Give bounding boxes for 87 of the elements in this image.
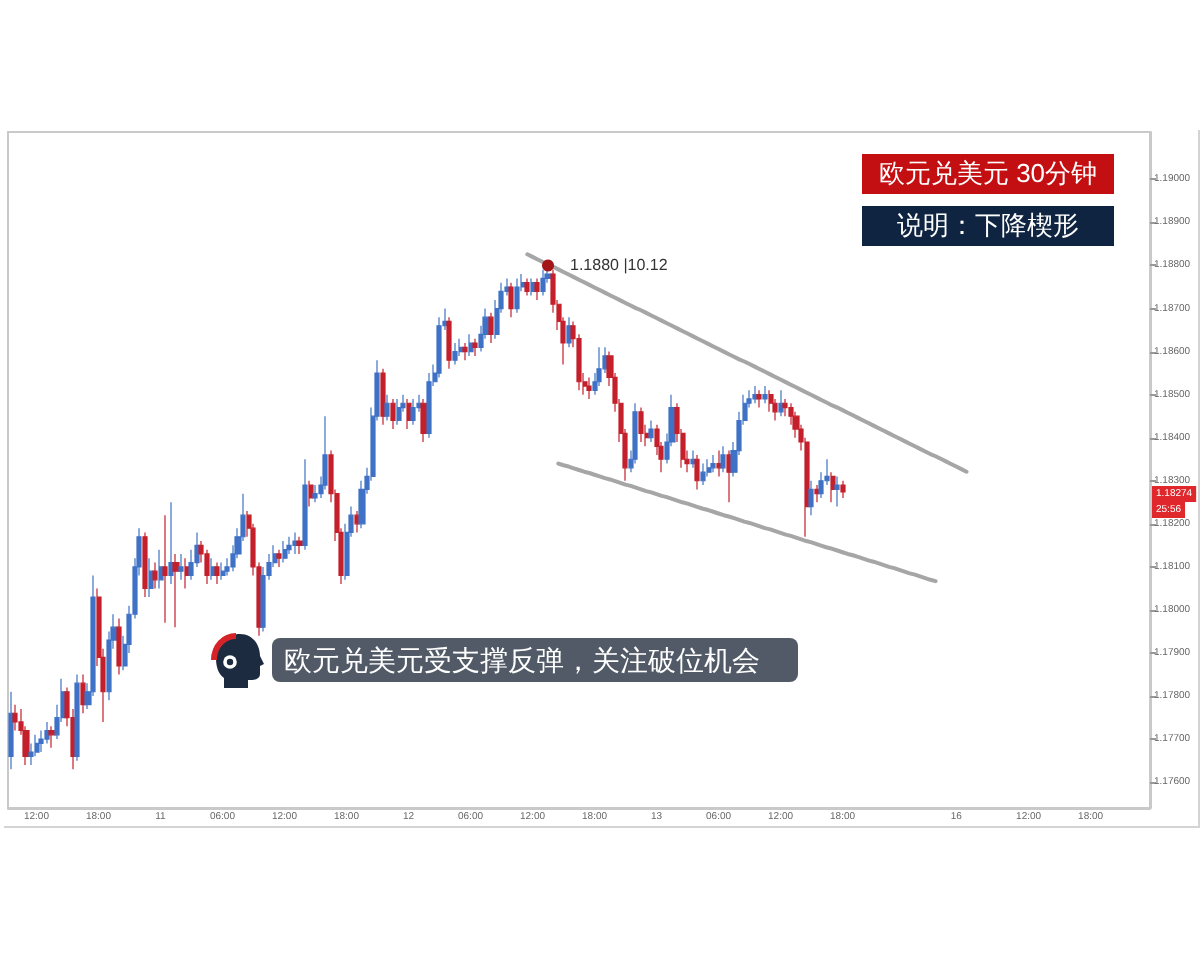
annotation: 1.1880 |10.12 [570, 256, 669, 275]
candlestick [172, 553, 180, 628]
candlestick [472, 338, 478, 357]
candlestick [752, 385, 758, 404]
candlestick [178, 553, 184, 581]
candlestick [778, 389, 784, 417]
candlestick [220, 561, 226, 581]
candlestick [276, 549, 282, 568]
candlestick [726, 450, 732, 503]
candlestick [540, 269, 546, 297]
candlestick [162, 514, 168, 624]
candlestick [768, 389, 774, 413]
candlestick [530, 277, 536, 297]
candlestick [390, 398, 396, 430]
candlestick [488, 312, 494, 344]
candlestick [420, 398, 428, 443]
candlestick [814, 484, 820, 503]
candlestick [308, 480, 314, 508]
candlestick [168, 501, 174, 585]
candlestick [34, 734, 40, 757]
candlestick [596, 346, 602, 387]
candlestick [28, 742, 34, 766]
candlestick [312, 484, 318, 503]
candlestick [772, 398, 778, 422]
candlestick [458, 338, 464, 357]
candlestick [8, 691, 14, 770]
candlestick [380, 368, 386, 426]
candlestick [648, 419, 654, 443]
candlestick [354, 510, 360, 534]
candlestick [214, 561, 220, 585]
candlestick [638, 406, 644, 443]
candlestick [116, 617, 122, 676]
candlestick [426, 372, 432, 439]
candlestick [204, 549, 210, 585]
candlestick [384, 394, 390, 422]
candlestick [286, 536, 292, 555]
candlestick [410, 398, 416, 426]
candlestick [446, 316, 452, 370]
candlestick [514, 277, 520, 314]
candlestick [142, 531, 148, 598]
candlestick [632, 402, 638, 465]
candlestick [38, 729, 44, 753]
candlestick [292, 531, 298, 555]
candlestick [12, 704, 18, 732]
line-series [525, 252, 969, 474]
candlestick [762, 385, 768, 404]
candlestick [808, 480, 814, 516]
text: 说明：下降楔形 [862, 206, 1114, 246]
candlestick [706, 458, 712, 478]
candlestick [74, 673, 80, 762]
candlestick [436, 316, 442, 379]
candlestick [830, 471, 836, 503]
candlestick [296, 536, 304, 555]
candlestick [508, 282, 514, 318]
candlestick [158, 549, 164, 590]
candlestick [834, 475, 840, 508]
candlestick [210, 557, 216, 581]
candlestick [396, 398, 402, 426]
candlestick [700, 462, 706, 486]
candlestick [44, 721, 50, 745]
candlestick [184, 557, 190, 590]
candlestick [322, 415, 328, 490]
candlestick [302, 458, 308, 551]
candlestick [690, 450, 696, 469]
candlestick [720, 445, 726, 473]
candlestick [586, 376, 592, 400]
candlestick [462, 342, 468, 361]
candlestick [148, 557, 154, 598]
candlestick [468, 333, 474, 357]
candlestick [756, 389, 762, 409]
candlestick [152, 561, 158, 590]
candlestick [524, 277, 530, 297]
candlestick [710, 454, 716, 473]
text: 欧元兑美元 30分钟 [862, 154, 1114, 194]
candlestick [48, 725, 56, 749]
candlestick [566, 316, 572, 348]
candlestick [782, 398, 788, 417]
candlestick [534, 277, 540, 301]
candlestick [840, 480, 846, 499]
candlestick [282, 540, 288, 564]
candlestick [80, 673, 86, 714]
candlestick [694, 454, 700, 490]
candlestick [406, 398, 412, 430]
annotation: 欧元兑美元受支撑反弹，关注破位机会 [272, 638, 798, 682]
candlestick [452, 342, 458, 366]
line-series [556, 461, 938, 584]
candlestick [716, 450, 722, 478]
